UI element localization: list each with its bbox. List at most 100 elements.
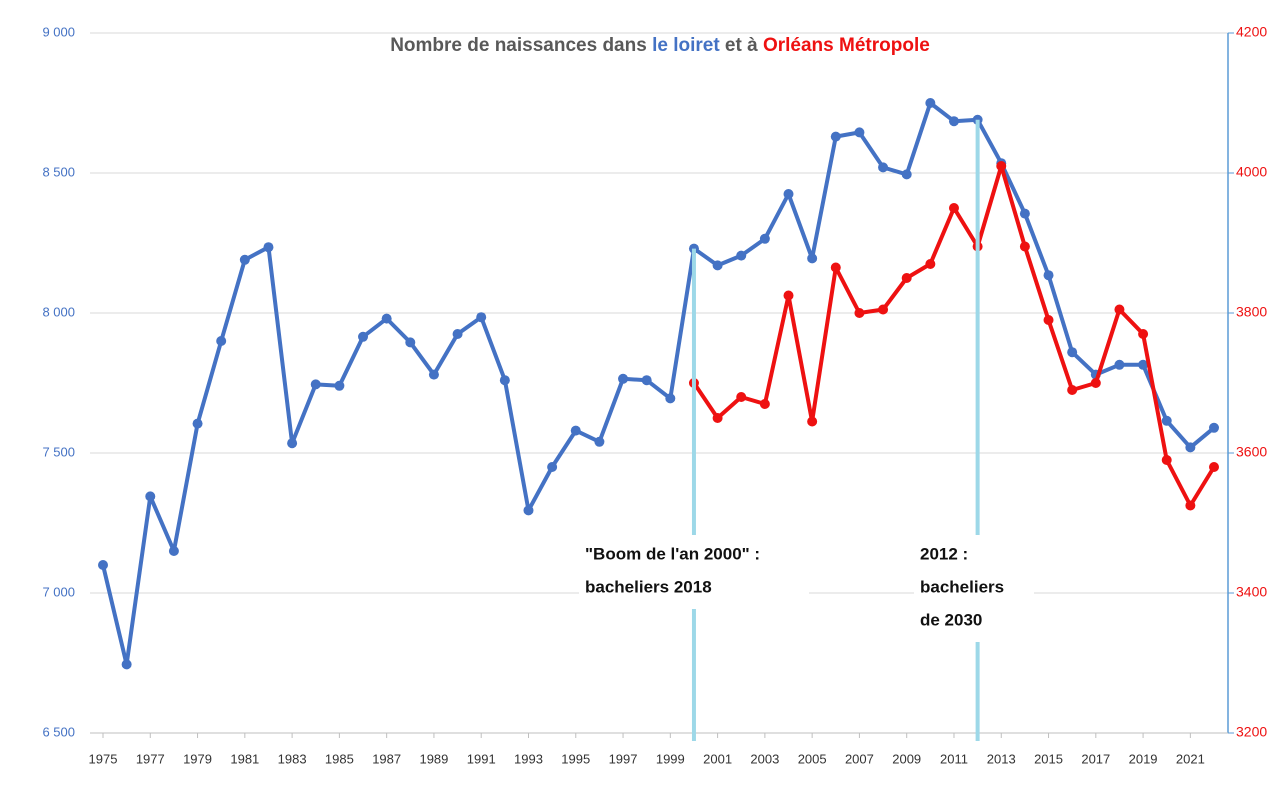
data-point [1138, 359, 1149, 370]
data-point [996, 161, 1007, 171]
data-point [476, 312, 487, 323]
data-point [807, 253, 818, 264]
x-tick-label: 2021 [1176, 751, 1205, 766]
data-point [310, 379, 321, 390]
data-point [712, 413, 723, 423]
chart-title: Nombre de naissances dans le loiret et à… [390, 35, 930, 56]
data-point [854, 308, 865, 318]
data-point [641, 375, 652, 386]
annotation-bg [914, 535, 1034, 642]
data-point [1090, 378, 1101, 388]
x-tick-label: 1987 [372, 751, 401, 766]
data-point [1209, 422, 1219, 433]
x-tick-label: 1993 [514, 751, 543, 766]
data-point [925, 259, 936, 269]
annotation-text: de 2030 [920, 610, 982, 629]
data-point [1185, 442, 1196, 453]
x-tick-label: 2005 [798, 751, 827, 766]
data-point [98, 560, 108, 570]
data-point [665, 393, 676, 404]
series-line [692, 164, 1216, 508]
data-point [712, 260, 723, 271]
x-tick-label: 2009 [892, 751, 921, 766]
data-point [925, 98, 936, 108]
data-point [736, 392, 747, 402]
y-tick-label: 7 500 [42, 444, 75, 459]
data-point [570, 425, 581, 436]
data-point [499, 375, 510, 386]
y2-tick-label: 3400 [1236, 584, 1267, 600]
data-point [145, 491, 156, 502]
data-point [807, 416, 818, 427]
data-point [594, 436, 605, 447]
data-point [1209, 462, 1219, 472]
x-tick-label: 1983 [278, 751, 307, 766]
data-point [1114, 359, 1125, 370]
data-point [523, 505, 534, 516]
data-point [452, 329, 463, 339]
x-tick-label: 1999 [656, 751, 685, 766]
y-tick-label: 7 000 [42, 584, 75, 599]
y2-tick-label: 3200 [1236, 724, 1267, 740]
data-point [547, 462, 558, 472]
data-point [358, 331, 369, 342]
data-point [239, 254, 250, 265]
data-point [830, 131, 841, 142]
x-tick-label: 2015 [1034, 751, 1063, 766]
data-point [1114, 304, 1125, 315]
data-point [783, 189, 794, 199]
annotation-text: bacheliers 2018 [585, 577, 712, 596]
x-tick-label: 1997 [609, 751, 638, 766]
data-point [168, 546, 179, 556]
annotation-text: 2012 : [920, 544, 968, 563]
data-point [381, 313, 392, 324]
y2-tick-label: 3600 [1236, 444, 1267, 460]
data-point [901, 169, 912, 180]
x-tick-label: 1977 [136, 751, 165, 766]
data-point [1019, 208, 1030, 219]
data-point [428, 369, 439, 380]
y2-tick-label: 3800 [1236, 304, 1267, 320]
x-tick-label: 1981 [230, 751, 259, 766]
x-tick-label: 2003 [750, 751, 779, 766]
annotation-text: "Boom de l'an 2000" : [585, 544, 760, 563]
data-point [263, 242, 274, 253]
y-tick-label: 6 500 [42, 724, 75, 739]
title-part: le loiret [652, 35, 720, 56]
x-tick-label: 2019 [1129, 751, 1158, 766]
x-tick-label: 2011 [940, 751, 968, 766]
data-point [1138, 329, 1149, 339]
x-tick-label: 2001 [703, 751, 732, 766]
y-tick-label: 9 000 [42, 24, 75, 39]
data-point [121, 659, 132, 670]
data-point [1161, 455, 1172, 465]
x-tick-label: 2017 [1081, 751, 1110, 766]
data-point [334, 380, 345, 391]
data-point [1067, 347, 1078, 358]
x-tick-label: 1995 [561, 751, 590, 766]
data-point [1161, 415, 1172, 426]
x-tick-label: 2013 [987, 751, 1016, 766]
data-point [759, 233, 770, 244]
y2-tick-label: 4000 [1236, 164, 1267, 180]
title-part: et à [720, 35, 763, 56]
y2-tick-label: 4200 [1236, 24, 1267, 40]
data-point [1067, 385, 1078, 395]
data-point [830, 262, 841, 273]
data-point [759, 399, 770, 409]
x-tick-label: 1985 [325, 751, 354, 766]
data-point [618, 373, 629, 384]
data-point [1185, 500, 1196, 511]
data-point [948, 116, 959, 127]
data-point [783, 290, 794, 301]
data-point [1019, 241, 1030, 252]
x-tick-label: 1989 [419, 751, 448, 766]
data-point [192, 418, 203, 429]
data-point [1043, 315, 1054, 325]
title-part: Orléans Métropole [763, 35, 930, 56]
y-tick-label: 8 500 [42, 164, 75, 179]
title-part: Nombre de naissances dans [390, 35, 652, 56]
x-tick-label: 1991 [467, 751, 496, 766]
series-line [101, 101, 1216, 667]
